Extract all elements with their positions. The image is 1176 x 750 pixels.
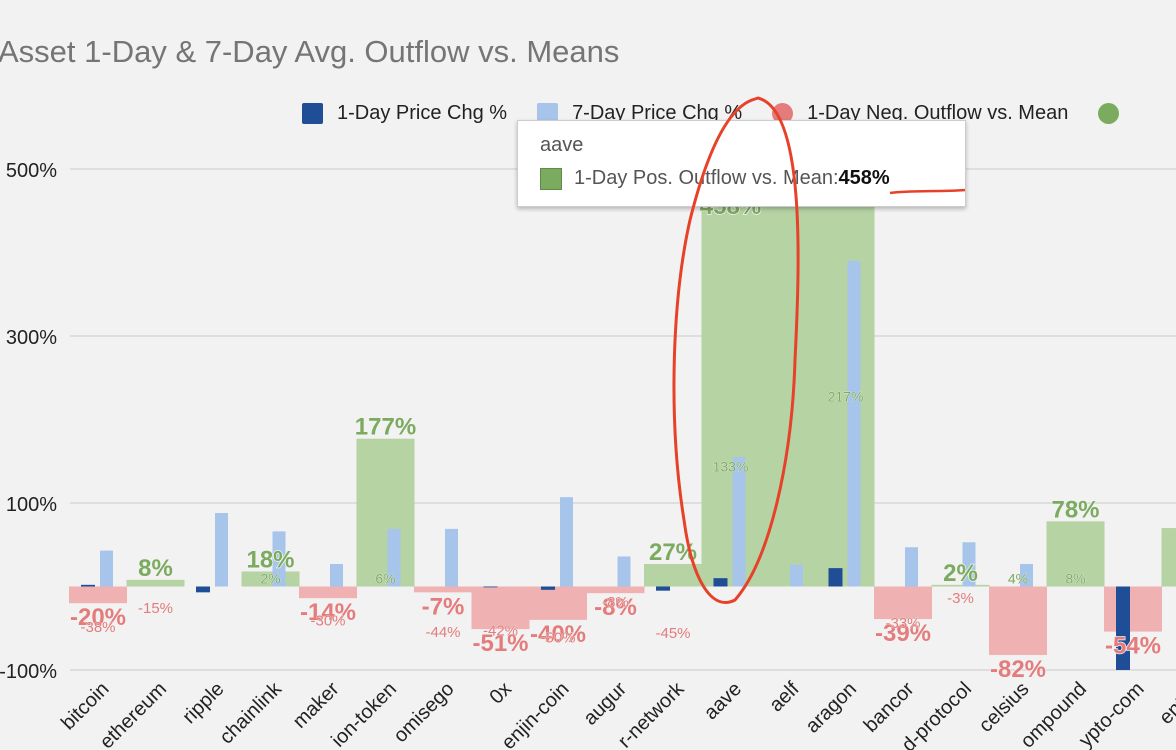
bar-1day-pos-outflow[interactable] xyxy=(644,563,702,587)
legend-swatch xyxy=(1098,103,1120,124)
data-label: -7% xyxy=(422,593,465,620)
bar-1day-price[interactable] xyxy=(541,586,555,590)
bar-7day-price[interactable] xyxy=(560,497,573,587)
data-label: -15% xyxy=(138,600,173,617)
bar-1day-price[interactable] xyxy=(828,568,843,587)
data-label: 8% xyxy=(1065,571,1085,587)
bar-1day-price[interactable] xyxy=(483,586,498,588)
bar-7day-price[interactable] xyxy=(617,556,631,587)
x-tick-label: 0x xyxy=(486,678,516,708)
legend-swatch xyxy=(302,103,323,124)
chart-title: Asset 1-Day & 7-Day Avg. Outflow vs. Mea… xyxy=(0,34,620,69)
data-label: 27% xyxy=(649,539,697,566)
y-tick-label: 100% xyxy=(6,494,57,516)
bar-7day-price[interactable] xyxy=(847,260,861,587)
bar-1day-price[interactable] xyxy=(81,584,95,587)
data-label: -38% xyxy=(80,619,115,636)
bar-7day-price[interactable] xyxy=(445,528,458,587)
bar-7day-price[interactable] xyxy=(100,550,113,587)
legend-label: 1-Day Neg. Outflow vs. Mean xyxy=(807,102,1069,124)
legend-item[interactable]: 1-Day Price Chg % xyxy=(302,102,507,125)
bar-1day-pos-outflow[interactable] xyxy=(931,584,990,587)
x-tick-label: maker xyxy=(289,678,344,733)
bar-1day-pos-outflow[interactable] xyxy=(1046,521,1105,587)
bar-1day-price[interactable] xyxy=(1116,586,1130,671)
data-label: -42% xyxy=(483,623,518,640)
data-label: -39% xyxy=(875,620,931,647)
data-label: -50% xyxy=(540,629,575,646)
legend-label: 1-Day Price Chg % xyxy=(337,102,508,124)
tooltip-separator: : xyxy=(832,167,839,189)
bar-1day-neg-outflow[interactable] xyxy=(414,586,472,593)
bar-1day-neg-outflow[interactable] xyxy=(529,586,587,620)
x-tick-label: entral xyxy=(1155,678,1176,729)
y-tick-label: -100% xyxy=(0,661,57,683)
x-tick-label: ripple xyxy=(178,678,228,728)
bar-7day-price[interactable] xyxy=(905,547,918,587)
data-label: 217% xyxy=(828,388,864,404)
data-label: 18% xyxy=(246,546,294,573)
bar-1day-neg-outflow[interactable] xyxy=(471,586,530,630)
bar-1day-neg-outflow[interactable] xyxy=(586,586,645,594)
bar-1day-pos-outflow[interactable] xyxy=(1161,528,1176,587)
tooltip-series-name: 1-Day Pos. Outflow vs. Mean xyxy=(574,167,833,189)
data-label: -54% xyxy=(1105,633,1161,660)
data-label: -8% xyxy=(602,594,629,611)
data-label: -45% xyxy=(655,625,690,642)
y-tick-label: 500% xyxy=(6,160,57,182)
data-label: -20% xyxy=(70,604,126,631)
data-label: -3% xyxy=(947,590,974,607)
bar-1day-price[interactable] xyxy=(713,578,728,587)
chart-tooltip: aave 1-Day Pos. Outflow vs. Mean: 458% xyxy=(517,120,966,207)
data-label: -30% xyxy=(310,613,345,630)
data-label: -14% xyxy=(300,599,356,626)
x-tick-label: omisego xyxy=(390,678,459,747)
data-label: -44% xyxy=(425,624,460,641)
data-label: 2% xyxy=(943,560,978,587)
bar-1day-neg-outflow[interactable] xyxy=(1104,586,1162,632)
data-label: 2% xyxy=(260,571,280,587)
data-label: 4% xyxy=(1008,571,1028,587)
bar-7day-price[interactable] xyxy=(272,531,286,587)
data-label: -8% xyxy=(594,594,637,621)
bar-1day-price[interactable] xyxy=(196,586,210,593)
data-label: -33% xyxy=(885,615,920,632)
bar-7day-price[interactable] xyxy=(387,528,401,587)
data-label: 6% xyxy=(375,571,395,587)
data-label: -40% xyxy=(530,621,586,648)
x-tick-label: augur xyxy=(579,678,631,730)
tooltip-title: aave xyxy=(540,134,584,156)
bar-7day-price[interactable] xyxy=(732,457,746,587)
data-label: 133% xyxy=(713,458,749,474)
bar-1day-neg-outflow[interactable] xyxy=(989,586,1047,655)
tooltip-row: 1-Day Pos. Outflow vs. Mean: 458% xyxy=(540,167,890,190)
data-label: 8% xyxy=(138,555,173,582)
data-label: 177% xyxy=(355,414,416,441)
bar-7day-price[interactable] xyxy=(1020,563,1033,587)
bar-7day-price[interactable] xyxy=(330,563,343,587)
bar-1day-neg-outflow[interactable] xyxy=(299,586,357,599)
data-label: -82% xyxy=(990,656,1046,683)
bar-7day-price[interactable] xyxy=(790,564,803,587)
tooltip-value: 458% xyxy=(838,167,890,189)
data-label: 78% xyxy=(1051,496,1099,523)
x-tick-label: aelf xyxy=(765,678,804,717)
x-tick-label: bitcoin xyxy=(57,678,113,734)
bar-7day-price[interactable] xyxy=(215,513,228,587)
bar-1day-pos-outflow[interactable] xyxy=(126,579,185,587)
legend-item[interactable] xyxy=(1098,103,1133,124)
x-tick-label: aave xyxy=(700,678,746,724)
bar-1day-price[interactable] xyxy=(656,586,670,591)
data-label: -51% xyxy=(472,630,528,657)
x-tick-label: aragon xyxy=(801,678,861,738)
bar-7day-price[interactable] xyxy=(962,542,976,587)
bar-1day-neg-outflow[interactable] xyxy=(69,586,127,604)
legend-swatch xyxy=(537,103,559,124)
bar-1day-neg-outflow[interactable] xyxy=(874,586,932,620)
y-tick-label: 300% xyxy=(6,327,57,349)
x-tick-label: chainlink xyxy=(215,677,286,748)
bar-1day-pos-outflow[interactable] xyxy=(356,438,415,587)
tooltip-swatch xyxy=(540,167,562,190)
